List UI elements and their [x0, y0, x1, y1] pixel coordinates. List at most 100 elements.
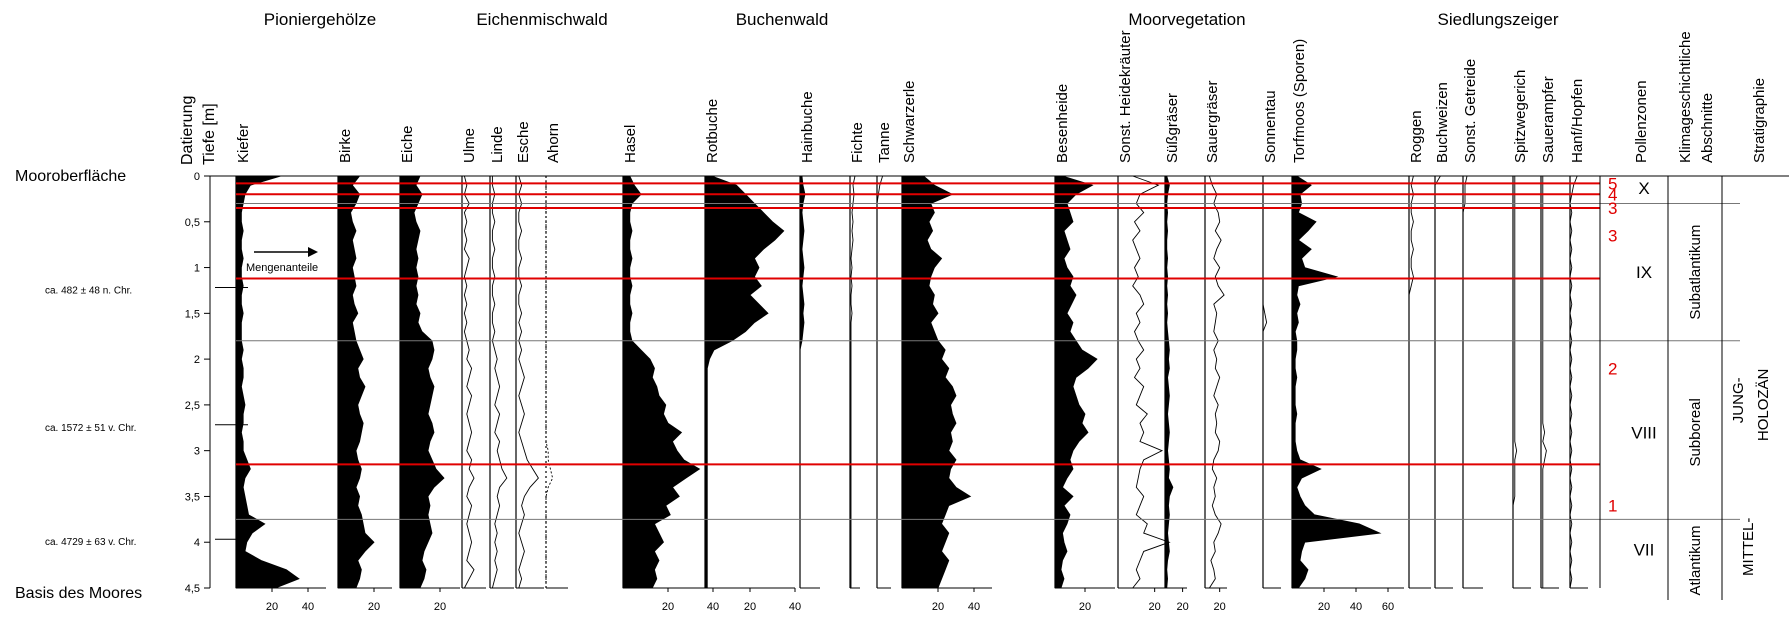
column-hanf-hopfen: Hanf/Hopfen	[1569, 79, 1588, 589]
dating-label: ca. 4729 ± 63 v. Chr.	[45, 537, 136, 548]
taxon-header: Süßgräser	[1164, 93, 1181, 163]
group-title-pionier: Pioniergehölze	[264, 10, 376, 29]
dating-label: ca. 482 ± 48 n. Chr.	[45, 285, 132, 296]
mengenanteile-annotation: Mengenanteile	[246, 247, 318, 274]
x-tick-label: 40	[789, 601, 801, 613]
column-besenheide: Besenheide 20	[1054, 84, 1115, 613]
column-kiefer: Kiefer 20 40	[235, 124, 326, 613]
abundance-curve	[850, 175, 856, 588]
taxon-columns: Kiefer 20 40 Birke 20 Eiche 20 Ulme Linde Esche Ah…	[235, 30, 1588, 613]
x-tick-label: 20	[1318, 601, 1330, 613]
x-tick-label: 20	[1149, 601, 1161, 613]
taxon-header: Sonnentau	[1262, 90, 1279, 163]
abundance-curve	[399, 175, 445, 589]
column-sauerampfer: Sauerampfer	[1540, 76, 1559, 589]
abundance-curve	[1132, 175, 1171, 589]
klima-header: Klimageschichtliche	[1677, 31, 1694, 163]
x-tick-label: 20	[662, 601, 674, 613]
strat-label: JUNG-	[1730, 377, 1747, 423]
taxon-header: Sonst. Heidekräuter	[1117, 30, 1134, 163]
depth-tick-label: 1	[194, 263, 200, 275]
abundance-curve	[545, 176, 554, 588]
column-sonst-getreide: Sonst. Getreide	[1462, 59, 1483, 589]
taxon-header: Schwarzerle	[901, 80, 918, 163]
klima-label: Atlantikum	[1687, 526, 1704, 596]
abundance-curve	[1542, 176, 1547, 588]
depth-tick-label: 0,5	[185, 217, 200, 229]
depth-tick-label: 2	[194, 354, 200, 366]
column-buchweizen: Buchweizen	[1434, 82, 1453, 589]
zone-number: 5	[1608, 174, 1617, 193]
x-tick-label: 60	[1382, 601, 1394, 613]
column-ahorn: Ahorn	[545, 123, 568, 589]
column-schwarzerle: Schwarzerle 20 40	[901, 80, 992, 613]
taxon-header: Torfmoos (Sporen)	[1291, 39, 1308, 163]
abundance-curve	[1569, 175, 1578, 589]
x-tick-label: 40	[968, 601, 980, 613]
pollenzone-label: IX	[1636, 263, 1652, 282]
taxon-header: Besenheide	[1054, 84, 1071, 163]
depth-tick-label: 4	[194, 537, 200, 549]
strat-label: HOLOZÄN	[1755, 369, 1772, 442]
taxon-header: Ahorn	[545, 123, 562, 163]
taxon-header: Birke	[337, 129, 354, 163]
klima-header-line2: Abschnitte	[1699, 93, 1716, 163]
group-title-eichen: Eichenmischwald	[476, 10, 607, 29]
taxon-header: Tanne	[876, 122, 893, 163]
column-süßgräser: Süßgräser 20	[1164, 93, 1189, 613]
depth-tick-label: 2,5	[185, 400, 200, 412]
depth-tick-label: 3	[194, 446, 200, 458]
abundance-curve	[1291, 175, 1382, 589]
x-tick-label: 40	[707, 601, 719, 613]
dating-labels: ca. 482 ± 48 n. Chr. ca. 1572 ± 51 v. Chr…	[45, 285, 248, 548]
column-sauergräser: Sauergräser 20	[1204, 80, 1227, 613]
dating-label: ca. 1572 ± 51 v. Chr.	[45, 423, 136, 434]
abundance-curve	[1408, 175, 1414, 588]
taxon-header: Fichte	[849, 122, 866, 163]
x-tick-label: 20	[1079, 601, 1091, 613]
mooroberflaeche-label: Mooroberfläche	[15, 168, 126, 185]
group-title-buchen: Buchenwald	[736, 10, 829, 29]
abundance-curve	[337, 175, 375, 589]
depth-header-datierung: Datierung	[179, 96, 196, 165]
group-titles: Pioniergehölze Eichenmischwald Buchenwald M…	[264, 10, 1559, 29]
zone-number: 3	[1608, 199, 1617, 218]
abundance-curve	[518, 175, 539, 589]
strat-header: Stratigraphie	[1751, 78, 1768, 163]
taxon-header: Spitzwegerich	[1512, 70, 1529, 163]
column-tanne: Tanne	[876, 122, 893, 589]
abundance-curve	[799, 175, 806, 588]
abundance-curve	[463, 175, 475, 589]
group-title-moor: Moorvegetation	[1128, 10, 1245, 29]
taxon-header: Sauergräser	[1204, 80, 1221, 163]
column-eiche: Eiche 20	[399, 125, 460, 613]
depth-axis: Datierung Tiefe [m] Mooroberfläche Basis…	[15, 96, 218, 602]
basis-des-moores-label: Basis des Moores	[15, 585, 142, 602]
depth-header-tiefe: Tiefe [m]	[201, 103, 218, 165]
taxon-header: Roggen	[1408, 110, 1425, 163]
pollenzone-label: X	[1638, 179, 1649, 198]
group-title-siedlung: Siedlungszeiger	[1438, 10, 1559, 29]
taxon-header: Hanf/Hopfen	[1569, 79, 1586, 163]
taxon-header: Linde	[489, 126, 506, 163]
abundance-curve	[704, 175, 785, 589]
taxon-header: Hasel	[622, 125, 639, 163]
x-tick-label: 20	[368, 601, 380, 613]
zone-number: 1	[1608, 497, 1617, 516]
taxon-header: Esche	[515, 121, 532, 163]
depth-tick-label: 3,5	[185, 491, 200, 503]
taxon-header: Hainbuche	[799, 91, 816, 163]
x-tick-label: 20	[434, 601, 446, 613]
depth-tick-label: 4,5	[185, 583, 200, 595]
taxon-header: Ulme	[461, 128, 478, 163]
column-torfmoos-sporen-: Torfmoos (Sporen) 20 40 60	[1291, 39, 1404, 613]
column-hainbuche: Hainbuche	[799, 91, 820, 589]
taxon-header: Rotbuche	[704, 99, 721, 163]
abundance-curve	[235, 175, 300, 589]
abundance-curve	[491, 176, 508, 589]
pollenzone-label: VIII	[1631, 423, 1657, 442]
klima-label: Subboreal	[1687, 398, 1704, 466]
taxon-header: Eiche	[399, 125, 416, 163]
